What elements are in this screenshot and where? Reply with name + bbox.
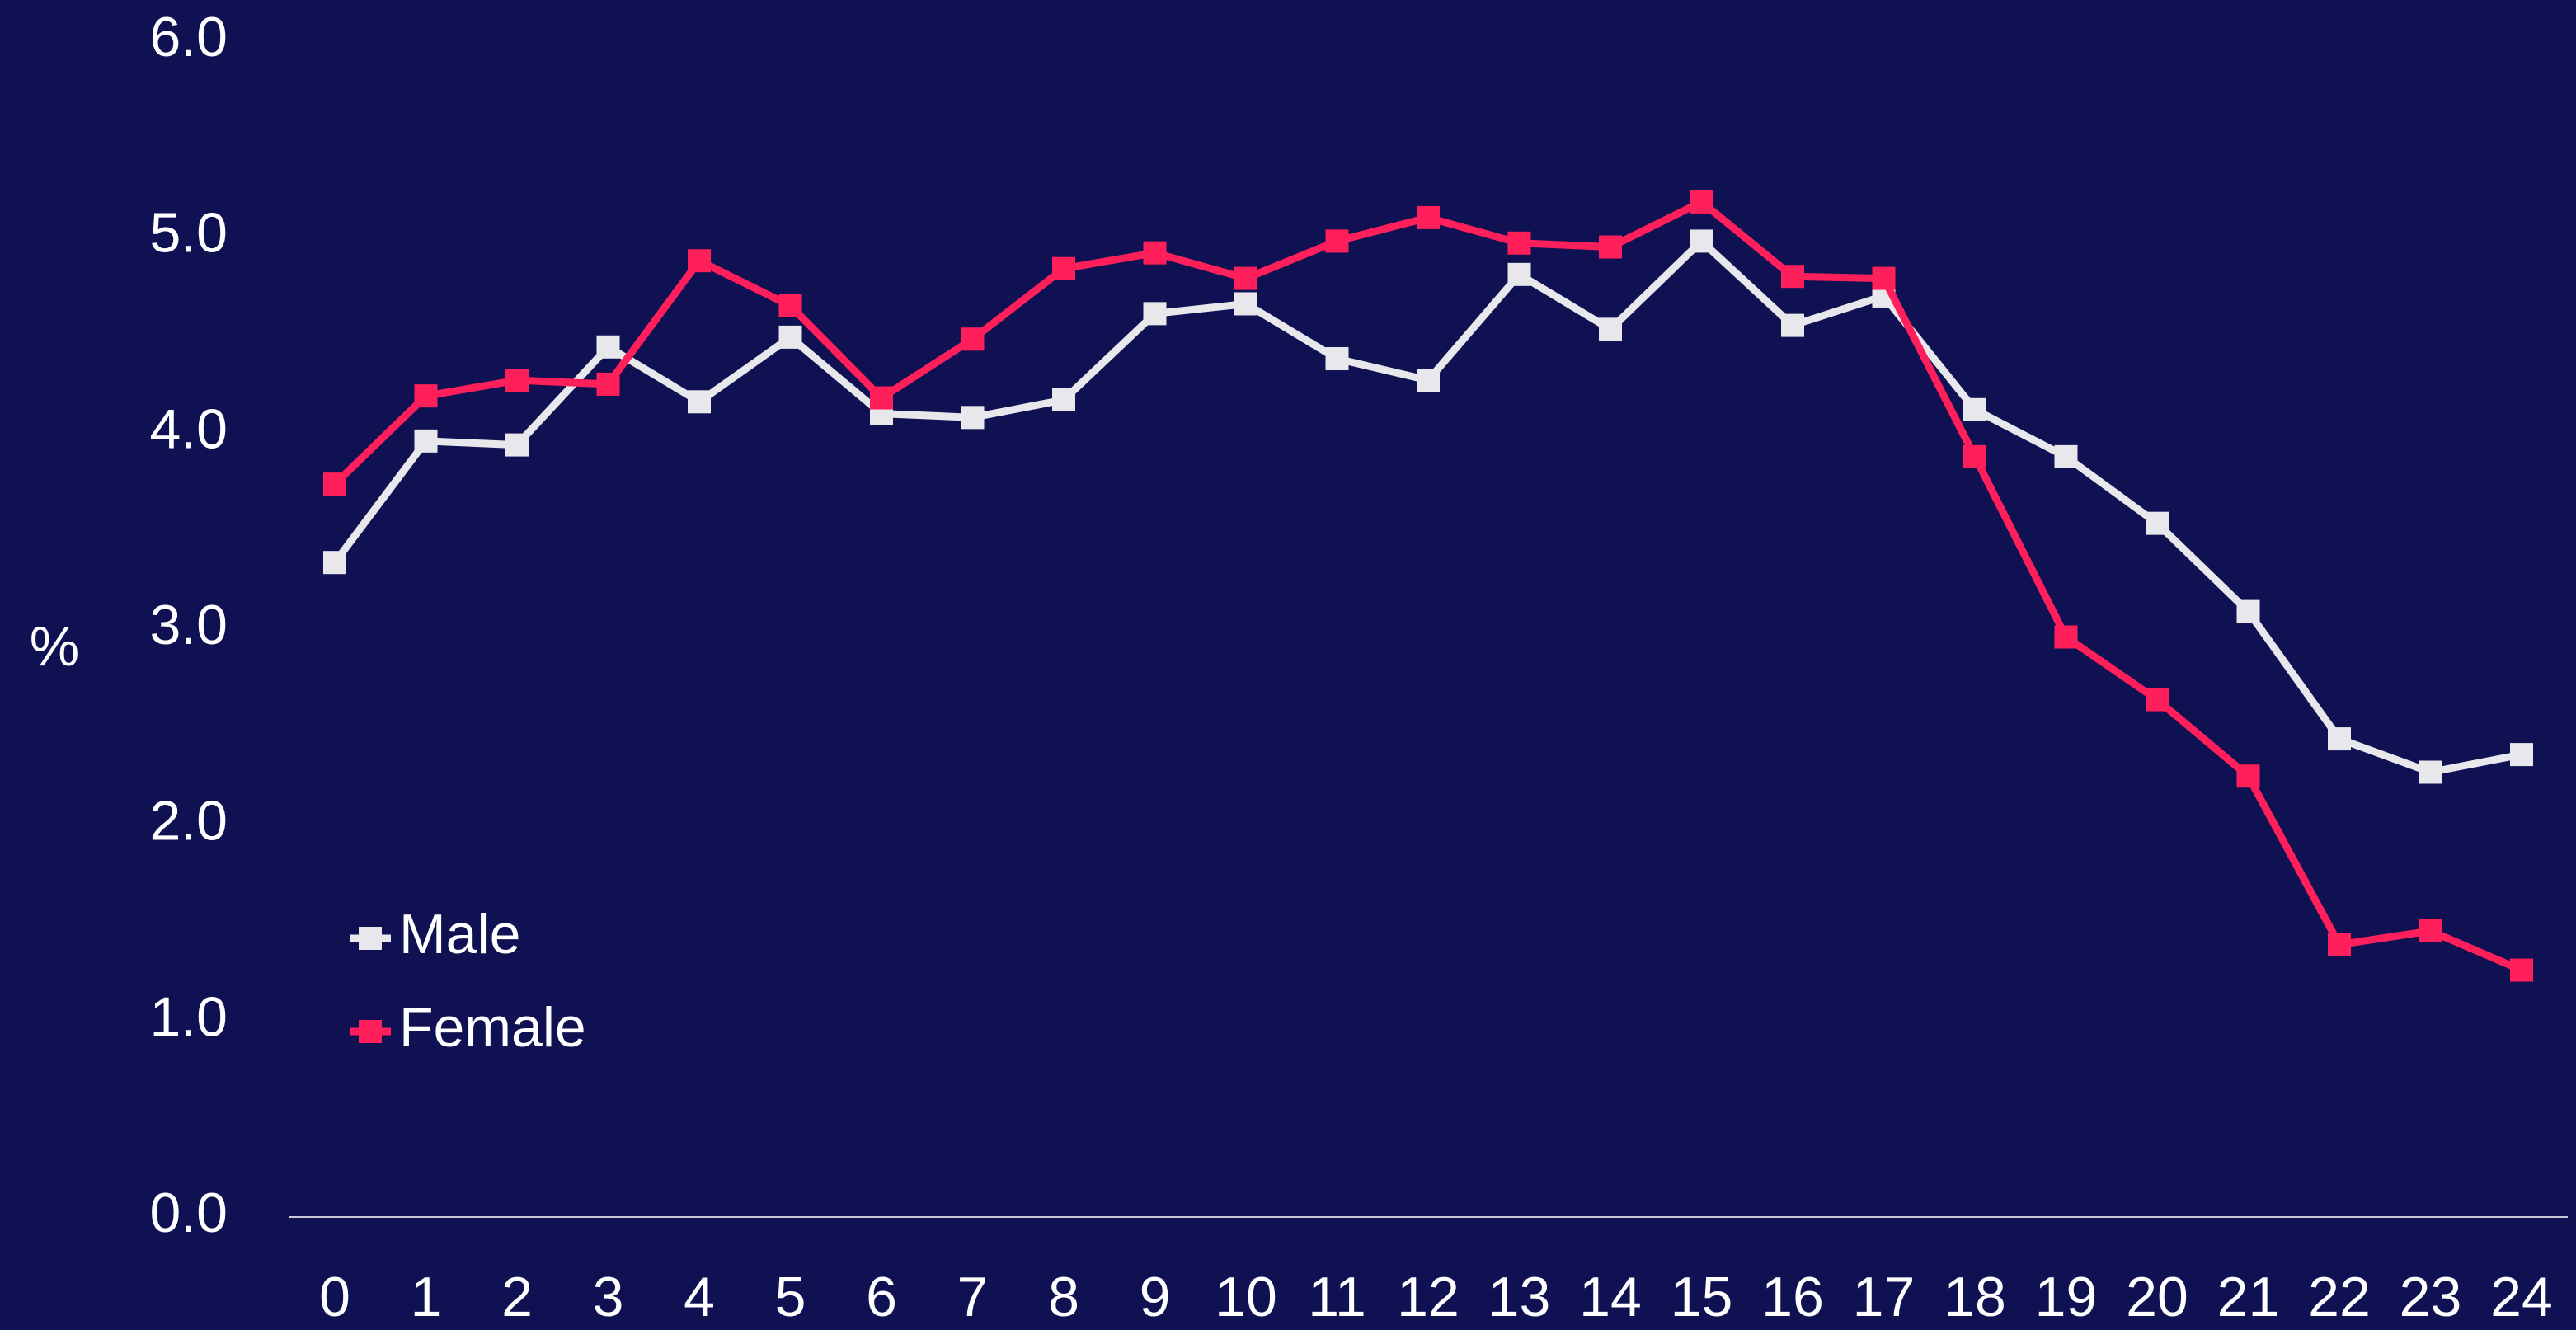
y-tick-label: 5.0 [149, 202, 228, 265]
legend-swatch-marker [359, 927, 382, 950]
x-tick-label: 8 [1048, 1266, 1079, 1328]
y-tick-label: 0.0 [149, 1182, 228, 1244]
marker [688, 249, 711, 273]
x-tick-label: 4 [684, 1266, 715, 1328]
marker [505, 433, 529, 457]
marker [688, 390, 711, 414]
marker [2054, 444, 2078, 468]
marker [1234, 292, 1257, 316]
marker [1963, 444, 1986, 468]
x-tick-label: 11 [1308, 1266, 1366, 1328]
marker [1143, 302, 1167, 326]
marker [2510, 743, 2533, 767]
marker [1599, 317, 1622, 341]
x-tick-label: 15 [1671, 1266, 1733, 1328]
marker [1507, 231, 1531, 255]
marker [2054, 625, 2078, 649]
marker [2328, 727, 2351, 751]
marker [414, 429, 438, 453]
marker [1417, 369, 1440, 392]
x-tick-label: 6 [866, 1266, 897, 1328]
marker [2419, 919, 2442, 943]
x-tick-label: 13 [1488, 1266, 1551, 1328]
x-tick-label: 5 [775, 1266, 806, 1328]
marker [778, 294, 802, 317]
marker [596, 335, 620, 359]
marker [1052, 256, 1075, 280]
marker [1781, 265, 1804, 289]
marker [1417, 205, 1440, 229]
x-tick-label: 3 [593, 1266, 624, 1328]
x-tick-label: 19 [2035, 1266, 2098, 1328]
y-tick-label: 4.0 [149, 397, 228, 460]
x-tick-label: 12 [1397, 1266, 1460, 1328]
marker [1325, 347, 1349, 371]
marker [505, 369, 529, 392]
marker [414, 384, 438, 408]
x-tick-label: 22 [2308, 1266, 2371, 1328]
y-axis-label: % [30, 615, 79, 678]
x-tick-label: 18 [1944, 1266, 2006, 1328]
marker [778, 325, 802, 349]
marker [961, 406, 985, 430]
marker [1781, 313, 1804, 337]
marker [1052, 388, 1075, 411]
marker [323, 472, 346, 496]
marker [2236, 599, 2260, 623]
x-tick-label: 24 [2490, 1266, 2553, 1328]
legend-label: Female [399, 996, 586, 1059]
x-tick-label: 23 [2400, 1266, 2462, 1328]
x-tick-label: 10 [1215, 1266, 1277, 1328]
x-tick-label: 21 [2217, 1266, 2280, 1328]
marker [1599, 235, 1622, 259]
marker [2419, 760, 2442, 784]
x-tick-label: 20 [2126, 1266, 2188, 1328]
x-tick-label: 16 [1761, 1266, 1824, 1328]
marker [1690, 229, 1713, 253]
marker [2146, 688, 2169, 712]
x-tick-label: 1 [411, 1266, 442, 1328]
marker [1507, 262, 1531, 286]
y-tick-label: 6.0 [149, 6, 228, 68]
marker [2510, 958, 2533, 982]
y-tick-label: 1.0 [149, 985, 228, 1048]
marker [1234, 266, 1257, 290]
x-tick-label: 2 [501, 1266, 533, 1328]
marker [1143, 241, 1167, 265]
marker [1325, 229, 1349, 253]
marker [961, 327, 985, 351]
marker [2236, 764, 2260, 788]
marker [1872, 266, 1896, 290]
marker [1690, 190, 1713, 214]
x-tick-label: 17 [1853, 1266, 1916, 1328]
marker [870, 386, 893, 410]
x-tick-label: 14 [1579, 1266, 1642, 1328]
marker [2146, 511, 2169, 535]
marker [323, 551, 346, 575]
y-tick-label: 2.0 [149, 790, 228, 853]
x-tick-label: 9 [1140, 1266, 1171, 1328]
marker [1963, 397, 1986, 421]
x-tick-label: 7 [957, 1266, 989, 1328]
x-tick-label: 0 [319, 1266, 350, 1328]
marker [596, 372, 620, 396]
legend-label: Male [399, 903, 520, 966]
legend-swatch-marker [359, 1020, 382, 1043]
y-tick-label: 3.0 [149, 594, 228, 656]
marker [2328, 933, 2351, 956]
